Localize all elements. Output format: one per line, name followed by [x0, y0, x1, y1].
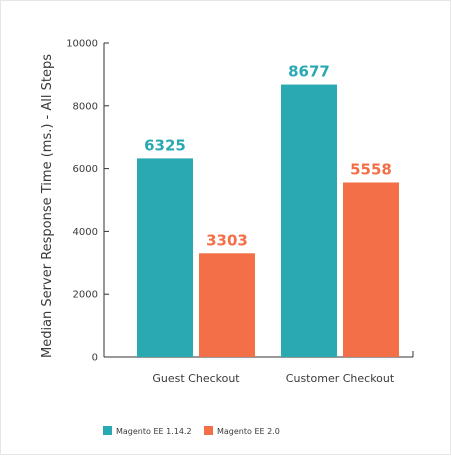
- y-tick-label: 8000: [73, 101, 98, 112]
- bar-value-label: 3303: [206, 231, 248, 249]
- bar: [199, 253, 255, 357]
- x-category-label: Guest Checkout: [152, 372, 240, 385]
- bar: [343, 182, 399, 357]
- legend: Magento EE 1.14.2 Magento EE 2.0: [103, 426, 280, 436]
- bars: [137, 84, 399, 357]
- axes: 0 2000 4000 6000 8000 10000 Guest Checkout Cust…: [66, 39, 414, 385]
- y-tick-label: 2000: [73, 290, 98, 301]
- y-tick-label: 10000: [66, 39, 98, 50]
- x-category-label: Customer Checkout: [286, 372, 395, 385]
- legend-label: Magento EE 1.14.2: [116, 427, 192, 436]
- legend-swatch: [103, 426, 112, 435]
- legend-label: Magento EE 2.0: [217, 427, 280, 436]
- bar: [281, 84, 337, 357]
- bar-value-label: 8677: [288, 63, 330, 81]
- y-tick-label: 0: [92, 353, 98, 364]
- y-tick-label: 6000: [73, 164, 98, 175]
- bar-value-label: 6325: [144, 136, 186, 154]
- bar-value-label: 5558: [350, 160, 392, 178]
- legend-swatch: [204, 426, 213, 435]
- data-labels: 6325 3303 8677 5558: [144, 63, 392, 250]
- bar: [137, 158, 193, 357]
- y-tick-label: 4000: [73, 227, 98, 238]
- y-axis-title: Median Server Response Time (ms.) - All …: [40, 54, 55, 358]
